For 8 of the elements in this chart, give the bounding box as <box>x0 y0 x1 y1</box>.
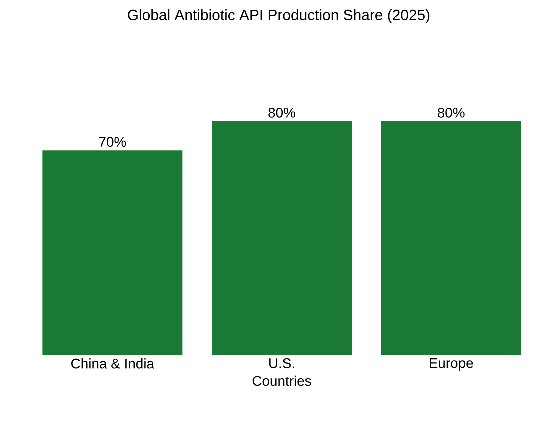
x-tick-label: China & India <box>72 358 155 369</box>
x-tick-label: U.S. <box>270 358 294 368</box>
data-label: 80% <box>438 108 465 118</box>
x-axis-title: Countries <box>252 376 312 386</box>
data-label: 70% <box>99 137 126 148</box>
x-tick-label: Europe <box>430 358 474 372</box>
data-label: 80% <box>268 108 296 118</box>
chart-title: Global Antibiotic API Production Share (2025) <box>128 10 430 24</box>
